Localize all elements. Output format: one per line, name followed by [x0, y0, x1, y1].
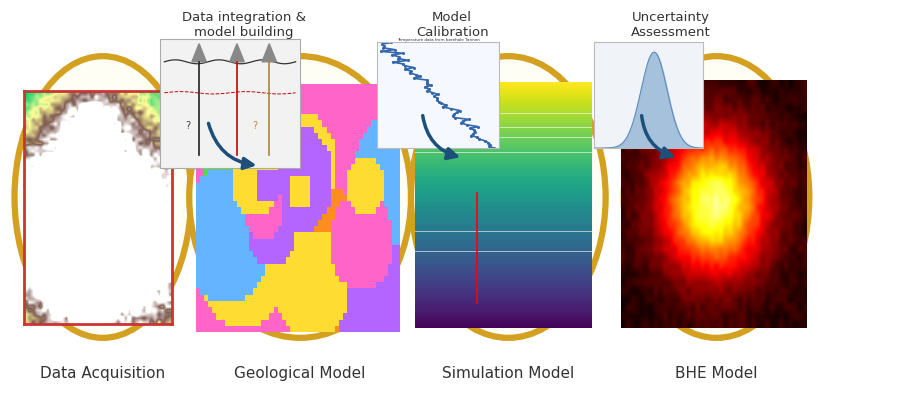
Ellipse shape — [189, 56, 411, 338]
Text: Model
Calibration: Model Calibration — [416, 11, 489, 39]
Text: Uncertainty
Assessment: Uncertainty Assessment — [631, 11, 711, 39]
FancyBboxPatch shape — [160, 39, 301, 168]
Polygon shape — [230, 44, 244, 62]
Text: ?: ? — [185, 121, 191, 131]
Text: ?: ? — [252, 121, 258, 131]
Text: Data integration &
model building: Data integration & model building — [182, 11, 306, 39]
Ellipse shape — [411, 56, 606, 338]
Polygon shape — [192, 44, 206, 62]
Text: Data Acquisition: Data Acquisition — [40, 366, 165, 381]
Text: Simulation Model: Simulation Model — [442, 366, 575, 381]
Ellipse shape — [15, 56, 191, 338]
Polygon shape — [262, 44, 276, 62]
Text: BHE Model: BHE Model — [676, 366, 758, 381]
Text: Geological Model: Geological Model — [234, 366, 366, 381]
Ellipse shape — [624, 56, 809, 338]
